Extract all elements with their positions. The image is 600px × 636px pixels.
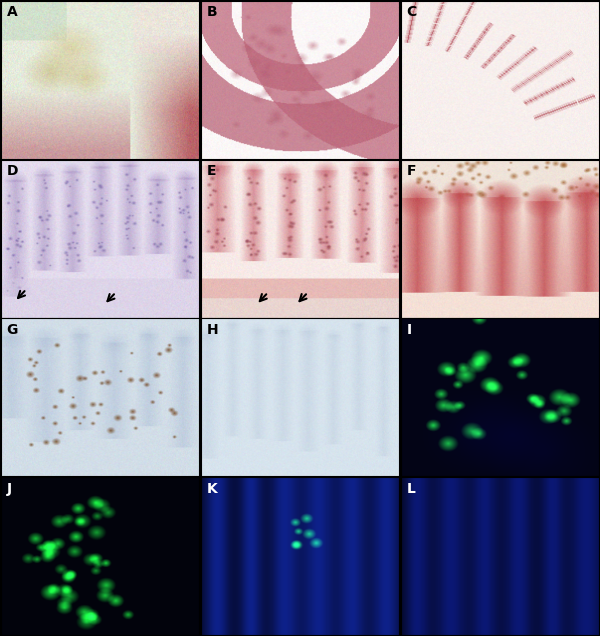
Text: D: D: [7, 164, 18, 178]
Text: J: J: [7, 482, 11, 496]
Text: L: L: [407, 482, 415, 496]
Text: A: A: [7, 5, 17, 19]
Text: E: E: [206, 164, 216, 178]
Text: H: H: [206, 323, 218, 337]
Text: G: G: [7, 323, 18, 337]
Text: B: B: [206, 5, 217, 19]
Text: K: K: [206, 482, 217, 496]
Text: C: C: [407, 5, 417, 19]
Text: F: F: [407, 164, 416, 178]
Text: I: I: [407, 323, 412, 337]
